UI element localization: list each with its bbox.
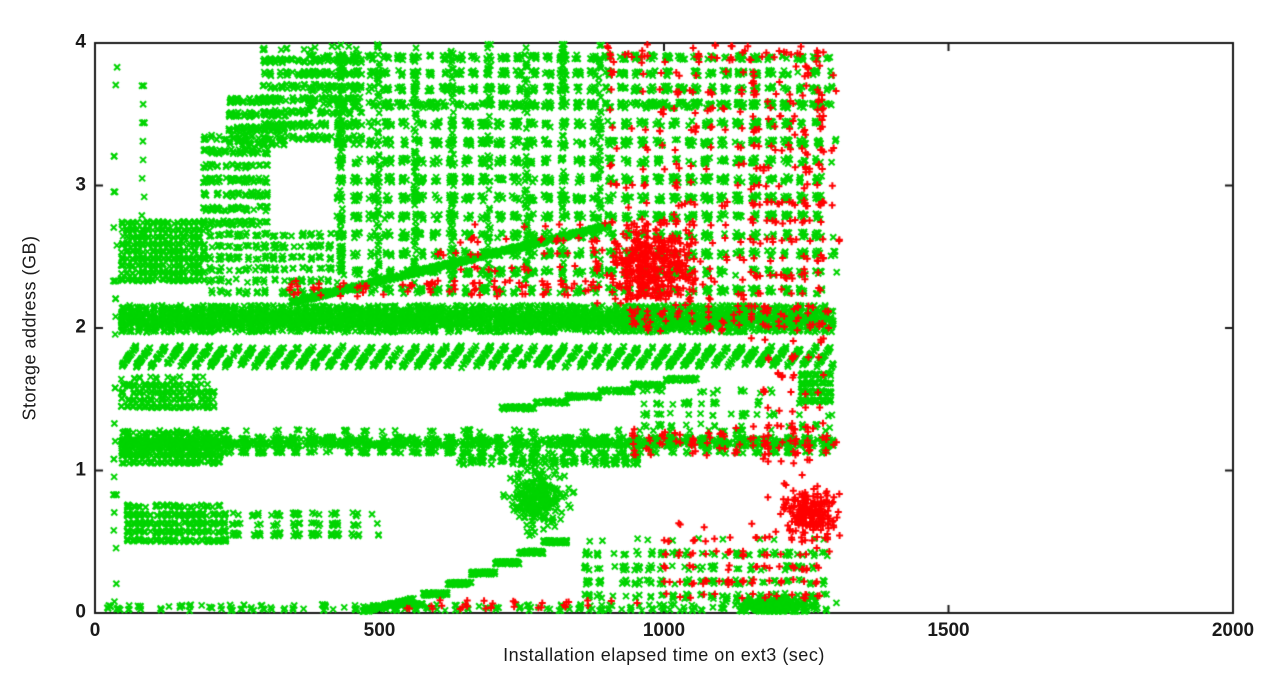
y-tick-label: 2 [75,316,86,338]
x-tick-label: 0 [89,620,101,641]
y-axis-label: Storage address (GB) [19,235,40,421]
x-axis-tick-labels: 0 500 1000 1500 2000 [0,620,1285,644]
y-axis-tick-labels: 0 1 2 3 4 [38,0,86,686]
x-tick-label: 2000 [1211,620,1255,641]
x-tick-label: 500 [363,620,396,641]
y-tick-label: 0 [75,601,86,623]
y-tick-label: 4 [75,31,86,53]
x-tick-label: 1000 [642,620,686,641]
x-tick-label: 1500 [927,620,970,641]
y-tick-label: 3 [75,174,86,196]
x-axis-label: Installation elapsed time on ext3 (sec) [503,645,825,665]
y-tick-label: 1 [75,459,86,481]
